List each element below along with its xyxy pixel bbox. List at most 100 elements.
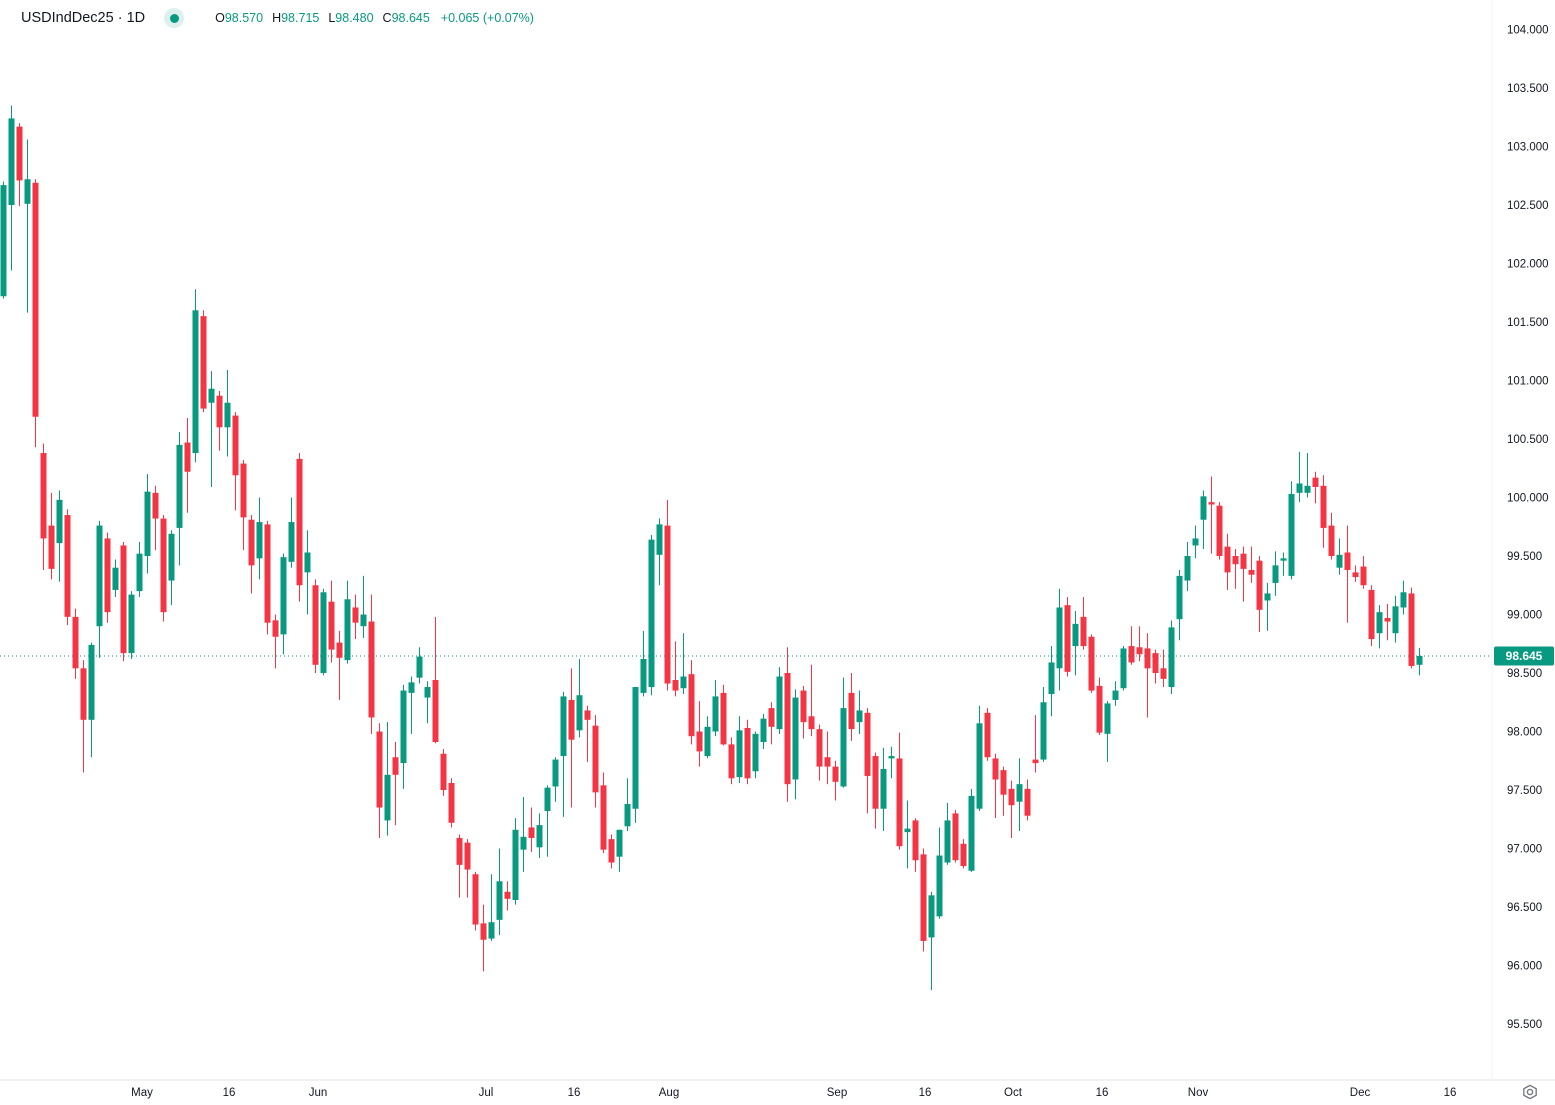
price-axis-label[interactable]: 101.000 xyxy=(1507,376,1549,388)
candle-body-down xyxy=(800,690,807,723)
time-axis-label[interactable]: Dec xyxy=(1350,1087,1371,1099)
candle-body-down xyxy=(368,621,375,718)
candle-body-up xyxy=(928,895,935,938)
candle-body-down xyxy=(1096,685,1103,733)
candle-body-up xyxy=(880,768,887,809)
candle-body-down xyxy=(952,813,959,861)
candle-body-up xyxy=(304,552,311,573)
candle-body-down xyxy=(336,642,343,658)
candle-body-down xyxy=(296,458,303,586)
time-axis-label[interactable]: Jun xyxy=(309,1087,328,1099)
price-axis-label[interactable]: 95.500 xyxy=(1507,1019,1542,1031)
candle-body-up xyxy=(560,696,567,757)
price-axis-label[interactable]: 103.000 xyxy=(1507,142,1549,154)
time-axis-label[interactable]: 16 xyxy=(1096,1087,1109,1099)
candle-body-up xyxy=(904,828,911,833)
candle-body-up xyxy=(280,557,287,635)
candle-body-down xyxy=(608,839,615,863)
candle-body-up xyxy=(56,499,63,544)
candle-body-down xyxy=(80,668,87,720)
candle-body-down xyxy=(1224,546,1231,573)
price-axis-label[interactable]: 96.000 xyxy=(1507,961,1542,973)
change-value: +0.065 (+0.07%) xyxy=(440,11,534,25)
time-axis-label[interactable]: 16 xyxy=(568,1087,581,1099)
price-axis-label[interactable]: 104.000 xyxy=(1507,25,1549,37)
ohlc-high: H98.715 xyxy=(272,11,319,25)
candle-body-down xyxy=(696,731,703,752)
candle-body-down xyxy=(896,758,903,847)
time-axis-label[interactable]: 16 xyxy=(223,1087,236,1099)
candle-body-down xyxy=(200,316,207,409)
candle-body-up xyxy=(320,592,327,673)
candle-body-up xyxy=(496,881,503,920)
candle-body-up xyxy=(384,774,391,821)
time-axis-label[interactable]: Oct xyxy=(1004,1087,1023,1099)
candle-body-down xyxy=(1248,570,1255,575)
low-label: L xyxy=(328,11,336,25)
candle-body-up xyxy=(1392,606,1399,634)
price-axis-label[interactable]: 103.500 xyxy=(1507,83,1549,95)
candle-body-up xyxy=(1120,648,1127,689)
time-axis-label[interactable]: Aug xyxy=(659,1087,679,1099)
candle-body-up xyxy=(1072,623,1079,647)
price-axis-label[interactable]: 98.000 xyxy=(1507,727,1542,739)
candle-body-down xyxy=(784,673,791,785)
candle-body-up xyxy=(680,676,687,689)
candle-body-up xyxy=(936,855,943,917)
price-axis-label[interactable]: 102.000 xyxy=(1507,259,1549,271)
settings-gear-icon[interactable] xyxy=(1523,1084,1537,1100)
candle-body-down xyxy=(1320,485,1327,528)
candle-body-down xyxy=(1352,572,1359,578)
candle-body-down xyxy=(1136,647,1143,655)
price-axis-label[interactable]: 97.000 xyxy=(1507,844,1542,856)
candle-body-down xyxy=(1216,505,1223,556)
legend: USDIndDec25 · 1D O98.570 H98.715 L98.480… xyxy=(21,7,534,29)
price-axis-label[interactable]: 101.500 xyxy=(1507,317,1549,329)
time-axis-label[interactable]: Sep xyxy=(827,1087,847,1099)
candle-body-up xyxy=(1264,593,1271,601)
candle-body-down xyxy=(1064,605,1071,672)
candle-body-down xyxy=(1024,788,1031,816)
candle-body-down xyxy=(824,757,831,767)
candle-body-down xyxy=(392,757,399,775)
time-axis-label[interactable]: May xyxy=(131,1087,153,1099)
price-axis-label[interactable]: 99.000 xyxy=(1507,610,1542,622)
price-axis-label[interactable]: 97.500 xyxy=(1507,785,1542,797)
price-axis-label[interactable]: 98.500 xyxy=(1507,668,1542,680)
candle-body-up xyxy=(24,179,31,204)
candle-body-down xyxy=(1088,636,1095,691)
candle-body-down xyxy=(720,692,727,745)
candle-body-down xyxy=(16,126,23,181)
time-axis-label[interactable]: Nov xyxy=(1188,1087,1209,1099)
close-value: 98.645 xyxy=(391,11,430,25)
candle-body-up xyxy=(208,388,215,403)
candle-body-down xyxy=(232,415,239,476)
candle-body-up xyxy=(640,658,647,693)
high-value: 98.715 xyxy=(281,11,320,25)
time-axis-label[interactable]: 16 xyxy=(1444,1087,1457,1099)
symbol-title[interactable]: USDIndDec25 · 1D xyxy=(21,10,146,26)
candle-body-down xyxy=(808,716,815,730)
price-axis-label[interactable]: 100.500 xyxy=(1507,434,1549,446)
candle-body-up xyxy=(1184,556,1191,581)
price-axis-label[interactable]: 100.000 xyxy=(1507,493,1549,505)
candle-body-up xyxy=(760,718,767,743)
candle-body-up xyxy=(736,730,743,778)
price-axis-label[interactable]: 99.500 xyxy=(1507,551,1542,563)
time-axis-label[interactable]: 16 xyxy=(919,1087,932,1099)
candle-body-down xyxy=(864,712,871,776)
time-axis-label[interactable]: Jul xyxy=(479,1087,494,1099)
price-axis-label[interactable]: 102.500 xyxy=(1507,200,1549,212)
candle-body-up xyxy=(1400,592,1407,608)
price-axis-label[interactable]: 96.500 xyxy=(1507,902,1542,914)
candle-body-up xyxy=(656,524,663,555)
candle-body-down xyxy=(1384,618,1391,622)
low-value: 98.480 xyxy=(335,11,374,25)
candle-body-down xyxy=(728,744,735,779)
candle-body-down xyxy=(1256,560,1263,610)
candle-body-down xyxy=(464,842,471,870)
candle-body-up xyxy=(128,594,135,654)
candle-body-up xyxy=(1104,703,1111,734)
candle-body-down xyxy=(672,680,679,691)
